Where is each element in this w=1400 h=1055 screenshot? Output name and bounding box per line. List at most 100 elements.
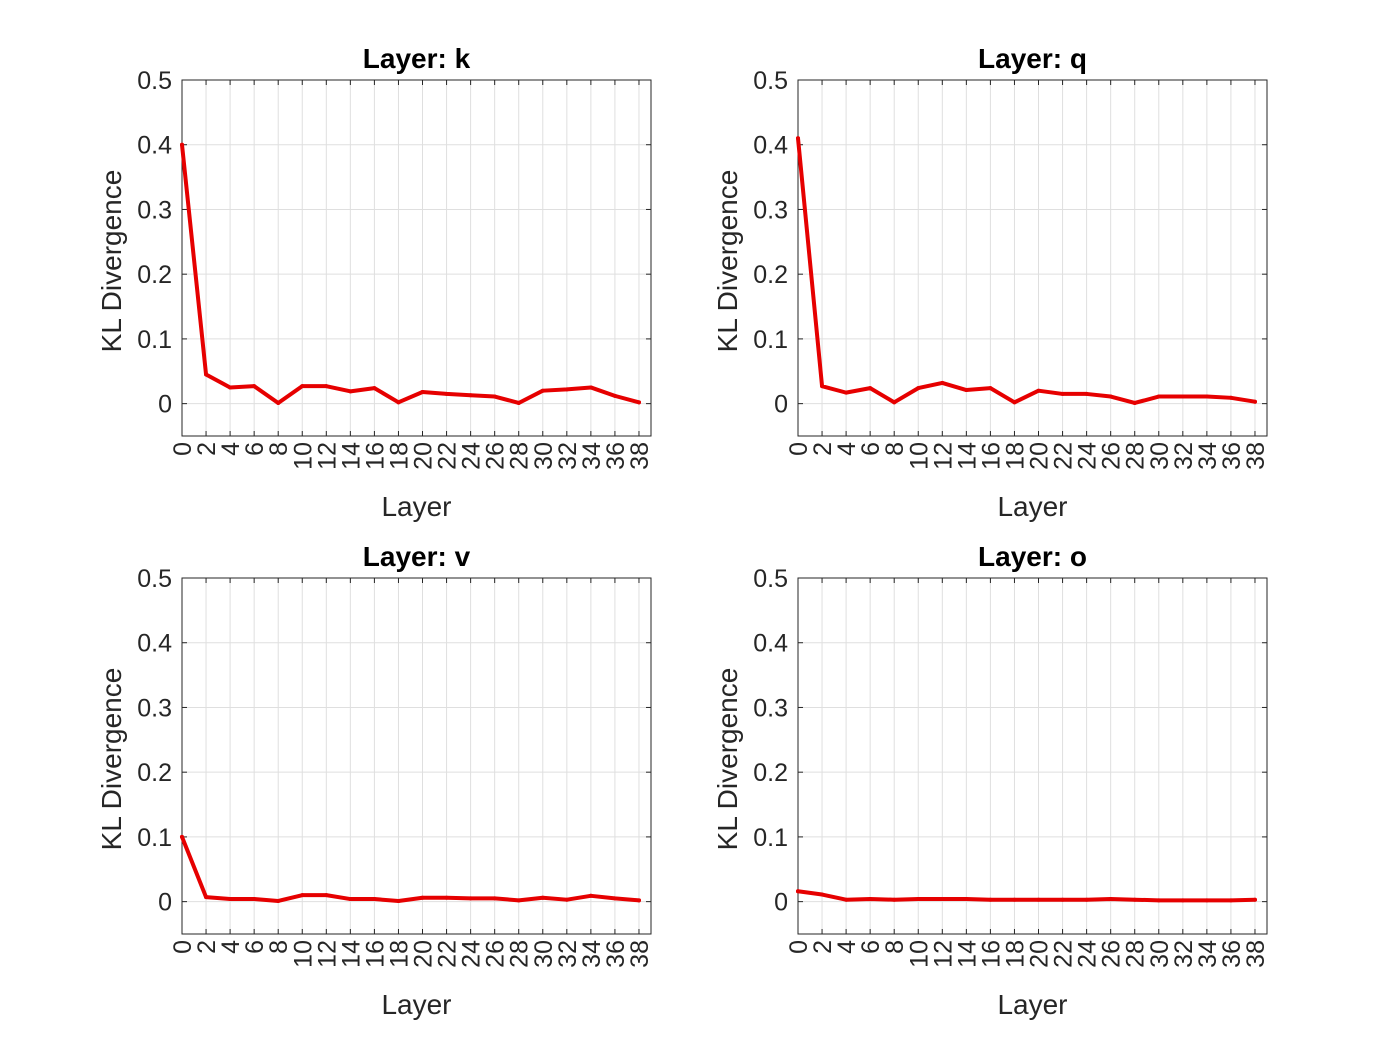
data-point — [796, 136, 800, 141]
x-tick-label: 12 — [313, 940, 341, 968]
data-point — [540, 895, 545, 900]
series-line-1 — [796, 889, 1257, 903]
data-point — [868, 386, 873, 391]
y-tick-label: 0.4 — [753, 630, 788, 658]
data-point — [444, 391, 449, 396]
data-point — [988, 897, 993, 902]
y-tick-label: 0.3 — [137, 196, 172, 224]
data-point — [420, 389, 425, 394]
data-point — [348, 897, 353, 902]
data-point — [964, 388, 969, 393]
data-point — [372, 386, 377, 391]
x-tick-label: 16 — [977, 442, 1005, 470]
data-point — [372, 897, 377, 902]
data-point — [1108, 394, 1113, 399]
y-tick-label: 0.5 — [137, 565, 172, 593]
data-point — [964, 897, 969, 902]
x-tick-label: 12 — [929, 442, 957, 470]
data-point — [396, 898, 401, 903]
x-axis-label: Layer — [381, 491, 451, 522]
x-tick-label: 14 — [337, 940, 365, 968]
data-point — [892, 400, 897, 405]
x-tick-label: 36 — [602, 442, 630, 470]
axes-box — [181, 79, 652, 437]
data-point — [588, 893, 593, 898]
data-point — [252, 384, 257, 389]
x-tick-label: 38 — [626, 940, 654, 968]
x-tick-label: 16 — [361, 940, 389, 968]
x-tick-label: 36 — [602, 940, 630, 968]
data-point — [180, 142, 184, 147]
data-point — [1204, 898, 1209, 903]
plot-area — [798, 80, 1267, 436]
x-tick-label: 10 — [289, 442, 317, 470]
y-tick-label: 0.3 — [753, 694, 788, 722]
data-point — [396, 400, 401, 405]
data-point — [276, 400, 281, 405]
data-point — [1084, 897, 1089, 902]
plot-area — [182, 578, 651, 934]
x-tick-label: 2 — [193, 940, 221, 954]
x-tick-label: 0 — [785, 940, 813, 954]
x-tick-label: 2 — [809, 442, 837, 456]
y-tick-label: 0.5 — [753, 67, 788, 95]
y-tick-label: 0.1 — [137, 326, 172, 354]
x-tick-label: 0 — [785, 442, 813, 456]
series-line-1 — [180, 834, 641, 903]
plot-area — [182, 80, 651, 436]
x-tick-label: 16 — [361, 442, 389, 470]
data-point — [892, 897, 897, 902]
data-point — [564, 387, 569, 392]
data-point — [228, 385, 233, 390]
data-point — [1156, 394, 1161, 399]
chart-title: Layer: o — [978, 541, 1087, 572]
series-line-1 — [180, 142, 641, 405]
data-point — [420, 895, 425, 900]
data-point — [492, 896, 497, 901]
chart-panel-3: 00.10.20.30.40.5024681012141618202224262… — [96, 541, 654, 1020]
data-point — [516, 400, 521, 405]
data-point — [324, 893, 329, 898]
series-line-1 — [796, 136, 1257, 405]
y-tick-label: 0.2 — [137, 261, 172, 289]
x-tick-label: 38 — [1242, 940, 1270, 968]
y-tick-label: 0 — [774, 889, 788, 917]
x-tick-label: 34 — [578, 940, 606, 968]
x-tick-label: 6 — [857, 442, 885, 456]
data-point — [612, 393, 617, 398]
x-tick-label: 36 — [1218, 442, 1246, 470]
data-point — [468, 393, 473, 398]
x-tick-label: 12 — [313, 442, 341, 470]
x-tick-label: 22 — [1050, 442, 1078, 470]
x-tick-label: 24 — [1074, 442, 1102, 470]
x-tick-label: 18 — [1001, 940, 1029, 968]
x-tick-label: 20 — [410, 940, 438, 968]
data-point — [940, 380, 945, 385]
data-point — [1204, 394, 1209, 399]
data-point — [276, 898, 281, 903]
x-tick-label: 14 — [953, 442, 981, 470]
x-axis-label: Layer — [997, 989, 1067, 1020]
x-tick-label: 22 — [434, 442, 462, 470]
x-tick-label: 14 — [953, 940, 981, 968]
x-tick-label: 24 — [458, 442, 486, 470]
data-point — [324, 384, 329, 389]
x-tick-label: 0 — [169, 442, 197, 456]
x-tick-label: 8 — [881, 442, 909, 456]
data-point — [252, 897, 257, 902]
y-axis-label: KL Divergence — [712, 170, 743, 353]
data-point — [516, 898, 521, 903]
y-tick-label: 0.1 — [753, 326, 788, 354]
y-axis-label: KL Divergence — [712, 668, 743, 851]
data-point — [1036, 897, 1041, 902]
grid-lines — [797, 577, 1267, 934]
x-tick-label: 10 — [905, 940, 933, 968]
plot-area — [798, 578, 1267, 934]
x-tick-label: 18 — [385, 442, 413, 470]
y-tick-label: 0 — [158, 889, 172, 917]
y-tick-label: 0.1 — [137, 824, 172, 852]
chart-title: Layer: v — [363, 541, 471, 572]
data-point — [1156, 898, 1161, 903]
x-tick-label: 32 — [1170, 940, 1198, 968]
data-point — [1060, 897, 1065, 902]
